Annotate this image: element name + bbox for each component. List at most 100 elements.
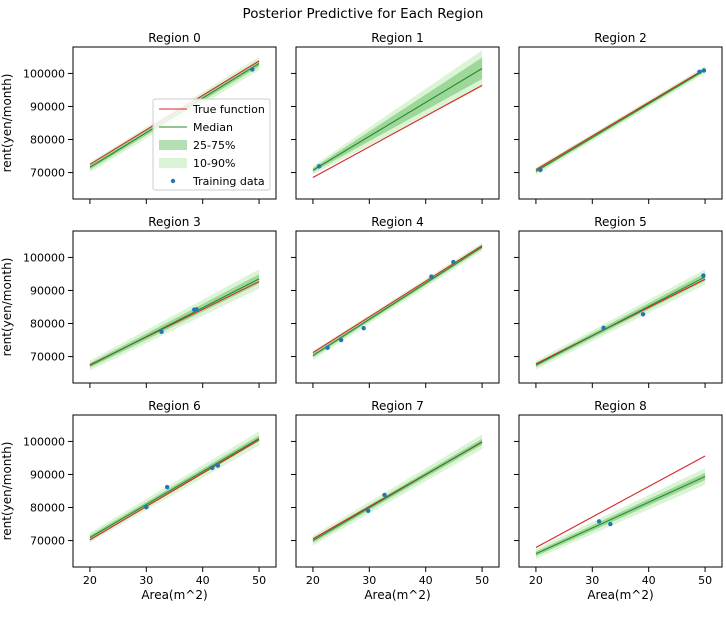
x-tick-label: 40 bbox=[196, 574, 210, 587]
axes-frame bbox=[518, 230, 723, 384]
training-point bbox=[697, 69, 702, 74]
true-function-line bbox=[89, 439, 260, 541]
y-tick-label: 100000 bbox=[23, 251, 65, 264]
training-point bbox=[361, 325, 366, 331]
panel-title: Region 5 bbox=[594, 215, 647, 229]
y-tick-label: 90000 bbox=[30, 284, 65, 297]
plot-area bbox=[535, 455, 706, 559]
training-point bbox=[382, 492, 387, 498]
axes-frame bbox=[72, 230, 277, 384]
training-point bbox=[701, 68, 707, 73]
band-10-90 bbox=[535, 468, 706, 559]
x-tick-label: 50 bbox=[698, 574, 712, 587]
y-axis-label: rent(yen/month) bbox=[0, 258, 14, 357]
x-tick-label: 40 bbox=[642, 574, 656, 587]
plot-area bbox=[89, 269, 260, 371]
panel-title: Region 2 bbox=[594, 31, 647, 45]
band-10-90 bbox=[312, 50, 483, 175]
panel-region-3: Region 3 70000 80000 90000 100000 rent(yen/mo… bbox=[0, 215, 277, 388]
y-tick-label: 70000 bbox=[30, 535, 65, 548]
panel-region-4: Region 4 bbox=[291, 215, 500, 388]
true-function-line bbox=[535, 455, 706, 548]
legend-training-data-swatch bbox=[170, 178, 176, 184]
median-line bbox=[535, 69, 706, 172]
y-tick-label: 70000 bbox=[30, 351, 65, 364]
plot-area bbox=[89, 431, 260, 543]
training-point bbox=[701, 273, 706, 278]
training-point bbox=[144, 504, 149, 510]
legend-entry-label: Median bbox=[193, 121, 233, 134]
legend: True function Median 25-75% 10-90% Training … bbox=[152, 98, 271, 191]
legend-entry-label: 25-75% bbox=[193, 139, 235, 152]
panel-region-1: Region 1 bbox=[291, 31, 500, 204]
y-tick-label: 80000 bbox=[30, 502, 65, 515]
y-tick-label: 100000 bbox=[23, 67, 65, 80]
training-point bbox=[250, 67, 255, 72]
training-point bbox=[608, 521, 613, 527]
band-10-90 bbox=[535, 269, 706, 370]
median-line bbox=[535, 475, 706, 555]
y-axis-label: rent(yen/month) bbox=[0, 74, 14, 173]
training-point bbox=[194, 307, 199, 312]
training-point bbox=[316, 164, 322, 169]
legend-entry-label: True function bbox=[192, 103, 265, 116]
legend-entry-label: 10-90% bbox=[193, 157, 235, 170]
y-tick-label: 90000 bbox=[30, 100, 65, 113]
y-axis-label: rent(yen/month) bbox=[0, 442, 14, 541]
true-function-line bbox=[312, 84, 483, 179]
axes-frame bbox=[72, 46, 277, 200]
x-axis-label: Area(m^2) bbox=[141, 588, 207, 602]
panel-title: Region 8 bbox=[594, 399, 647, 413]
band-25-75 bbox=[535, 472, 706, 557]
y-tick-label: 100000 bbox=[23, 435, 65, 448]
plot-area bbox=[312, 242, 483, 360]
training-point bbox=[159, 329, 164, 334]
axes-frame bbox=[72, 414, 277, 568]
training-point bbox=[601, 325, 606, 331]
x-tick-label: 30 bbox=[362, 574, 376, 587]
panel-region-6: Region 6 20 30 40 50 70000 80000 90000 100000 ren… bbox=[0, 399, 277, 602]
median-line bbox=[312, 246, 483, 357]
x-tick-label: 20 bbox=[306, 574, 320, 587]
plot-area bbox=[312, 50, 483, 179]
panel-title: Region 1 bbox=[371, 31, 424, 45]
training-point bbox=[596, 519, 602, 524]
training-point bbox=[429, 274, 434, 279]
x-axis-label: Area(m^2) bbox=[364, 588, 430, 602]
legend-25-75-swatch bbox=[159, 140, 187, 150]
legend-entry-label: Training data bbox=[192, 175, 265, 188]
band-25-75 bbox=[312, 57, 483, 173]
axes-frame bbox=[295, 414, 500, 568]
plot-area bbox=[535, 269, 706, 370]
axes-frame bbox=[295, 230, 500, 384]
training-point bbox=[640, 312, 646, 317]
true-function-line bbox=[535, 68, 706, 171]
axes-frame bbox=[518, 46, 723, 200]
band-10-90 bbox=[89, 269, 260, 371]
training-point bbox=[164, 484, 170, 490]
panel-title: Region 6 bbox=[148, 399, 201, 413]
x-tick-label: 30 bbox=[585, 574, 599, 587]
x-axis-label: Area(m^2) bbox=[587, 588, 653, 602]
x-tick-label: 30 bbox=[139, 574, 153, 587]
panel-title: Region 7 bbox=[371, 399, 424, 413]
y-tick-label: 80000 bbox=[30, 134, 65, 147]
median-line bbox=[312, 68, 483, 171]
y-tick-label: 80000 bbox=[30, 318, 65, 331]
panel-title: Region 0 bbox=[148, 31, 201, 45]
legend-box bbox=[152, 98, 271, 191]
median-line bbox=[89, 278, 260, 366]
axes-frame bbox=[518, 414, 723, 568]
panel-title: Region 3 bbox=[148, 215, 201, 229]
panel-region-0: Region 0 70000 80000 90000 100000 rent(yen/mo… bbox=[0, 31, 277, 204]
training-point bbox=[538, 167, 543, 173]
panel-title: Region 4 bbox=[371, 215, 424, 229]
median-line bbox=[535, 276, 706, 366]
x-tick-label: 50 bbox=[252, 574, 266, 587]
legend-10-90-swatch bbox=[159, 158, 187, 168]
training-point bbox=[338, 337, 344, 343]
figure-suptitle: Posterior Predictive for Each Region bbox=[243, 6, 484, 22]
training-point bbox=[215, 463, 221, 468]
